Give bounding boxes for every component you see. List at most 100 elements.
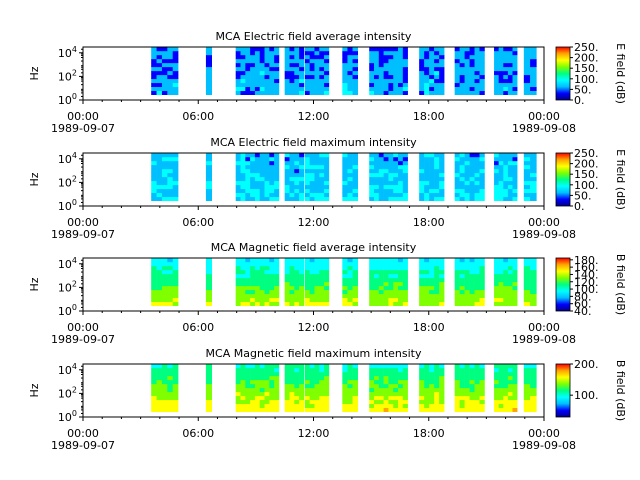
spectrogram-cell bbox=[284, 367, 290, 373]
spectrogram-cell bbox=[167, 407, 174, 412]
spectrogram-cell bbox=[439, 367, 445, 373]
spectrogram-cell bbox=[374, 395, 380, 401]
spectrogram-cell bbox=[274, 196, 280, 201]
spectrogram-cell bbox=[294, 379, 300, 385]
spectrogram-cell bbox=[398, 391, 404, 397]
spectrogram-cell bbox=[383, 58, 389, 64]
spectrogram-cell bbox=[479, 152, 485, 158]
spectrogram-cell bbox=[503, 152, 509, 158]
spectrogram-cell bbox=[240, 78, 246, 84]
spectrogram-cell bbox=[388, 289, 394, 295]
spectrogram-cell bbox=[398, 371, 404, 377]
spectrogram-cell bbox=[172, 180, 179, 186]
spectrogram-cell bbox=[530, 164, 537, 170]
spectrogram-cell bbox=[342, 160, 348, 166]
spectrogram-cell bbox=[378, 277, 384, 283]
spectrogram-cell bbox=[172, 273, 179, 279]
spectrogram-cell bbox=[429, 66, 435, 72]
spectrogram-cell bbox=[284, 363, 290, 369]
spectrogram-cell bbox=[503, 265, 509, 271]
spectrogram-cell bbox=[507, 277, 513, 283]
spectrogram-cell bbox=[378, 265, 384, 271]
spectrogram-cell bbox=[299, 289, 305, 295]
colorbar-tick-label: 160. bbox=[574, 261, 599, 274]
spectrogram-cell bbox=[254, 66, 261, 72]
spectrogram-cell bbox=[469, 261, 475, 267]
spectrogram-cell bbox=[309, 70, 315, 76]
spectrogram-cell bbox=[419, 188, 425, 194]
spectrogram-cell bbox=[479, 156, 485, 162]
spectrogram-cell bbox=[374, 383, 380, 389]
spectrogram-cell bbox=[512, 82, 518, 88]
spectrogram-cell bbox=[459, 152, 465, 158]
spectrogram-cell bbox=[419, 363, 425, 369]
spectrogram-cell bbox=[151, 387, 157, 393]
spectrogram-cell bbox=[156, 367, 163, 373]
spectrogram-cell bbox=[274, 62, 280, 68]
spectrogram-cell bbox=[459, 192, 465, 198]
spectrogram-cell bbox=[319, 160, 325, 166]
spectrogram-cell bbox=[284, 152, 290, 158]
spectrogram-cell bbox=[383, 164, 389, 170]
spectrogram-cell bbox=[469, 50, 475, 56]
spectrogram-cell bbox=[469, 176, 475, 182]
spectrogram-cell bbox=[429, 297, 435, 303]
spectrogram-cell bbox=[439, 277, 445, 283]
spectrogram-cell bbox=[172, 168, 179, 174]
spectrogram-cell bbox=[235, 297, 241, 303]
spectrogram-cell bbox=[352, 160, 358, 166]
spectrogram-cell bbox=[250, 78, 256, 84]
spectrogram-cell bbox=[294, 90, 300, 95]
spectrogram-cell bbox=[264, 391, 270, 397]
spectrogram-cell bbox=[503, 367, 509, 373]
spectrogram-cell bbox=[161, 78, 168, 84]
spectrogram-cell bbox=[151, 90, 157, 95]
spectrogram-cell bbox=[264, 387, 270, 393]
spectrogram-cell bbox=[388, 293, 394, 299]
x-tick-label: 18:00 bbox=[413, 110, 445, 123]
spectrogram-cell bbox=[383, 46, 389, 52]
spectrogram-cell bbox=[274, 184, 280, 190]
spectrogram-cell bbox=[314, 289, 320, 295]
spectrogram-cell bbox=[374, 172, 380, 178]
spectrogram-cell bbox=[388, 66, 394, 72]
spectrogram-cell bbox=[235, 379, 241, 385]
spectrogram-cell bbox=[254, 70, 261, 76]
spectrogram-cell bbox=[419, 269, 425, 275]
spectrogram-cell bbox=[342, 367, 348, 373]
spectrogram-cell bbox=[284, 168, 290, 174]
spectrogram-cell bbox=[479, 375, 485, 381]
spectrogram-cell bbox=[439, 273, 445, 279]
spectrogram-cell bbox=[374, 176, 380, 182]
spectrogram-cell bbox=[402, 192, 408, 198]
spectrogram-cell bbox=[464, 78, 470, 84]
spectrogram-cell bbox=[250, 184, 256, 190]
spectrogram-cell bbox=[388, 164, 394, 170]
spectrogram-cell bbox=[369, 265, 375, 271]
spectrogram-cell bbox=[474, 66, 480, 72]
spectrogram-cell bbox=[424, 367, 430, 373]
spectrogram-cell bbox=[459, 74, 465, 80]
spectrogram-cell bbox=[374, 379, 380, 385]
spectrogram-cell bbox=[172, 70, 179, 76]
spectrogram-cell bbox=[454, 66, 460, 72]
spectrogram-cell bbox=[530, 269, 537, 275]
spectrogram-cell bbox=[464, 156, 470, 162]
spectrogram-cell bbox=[439, 86, 445, 92]
spectrogram-cell bbox=[454, 375, 460, 381]
spectrogram-cell bbox=[498, 363, 504, 369]
spectrogram-cell bbox=[429, 383, 435, 389]
spectrogram-cell bbox=[284, 403, 290, 409]
spectrogram-cell bbox=[429, 277, 435, 283]
spectrogram-cell bbox=[347, 257, 353, 263]
spectrogram-cell bbox=[374, 46, 380, 52]
spectrogram-cell bbox=[289, 395, 295, 401]
spectrogram-cell bbox=[374, 164, 380, 170]
spectrogram-cell bbox=[259, 297, 265, 303]
spectrogram-cell bbox=[167, 391, 174, 397]
spectrogram-cell bbox=[434, 172, 440, 178]
spectrogram-cell bbox=[264, 269, 270, 275]
spectrogram-cell bbox=[474, 297, 480, 303]
spectrogram-cell bbox=[503, 66, 509, 72]
spectrogram-cell bbox=[507, 289, 513, 295]
